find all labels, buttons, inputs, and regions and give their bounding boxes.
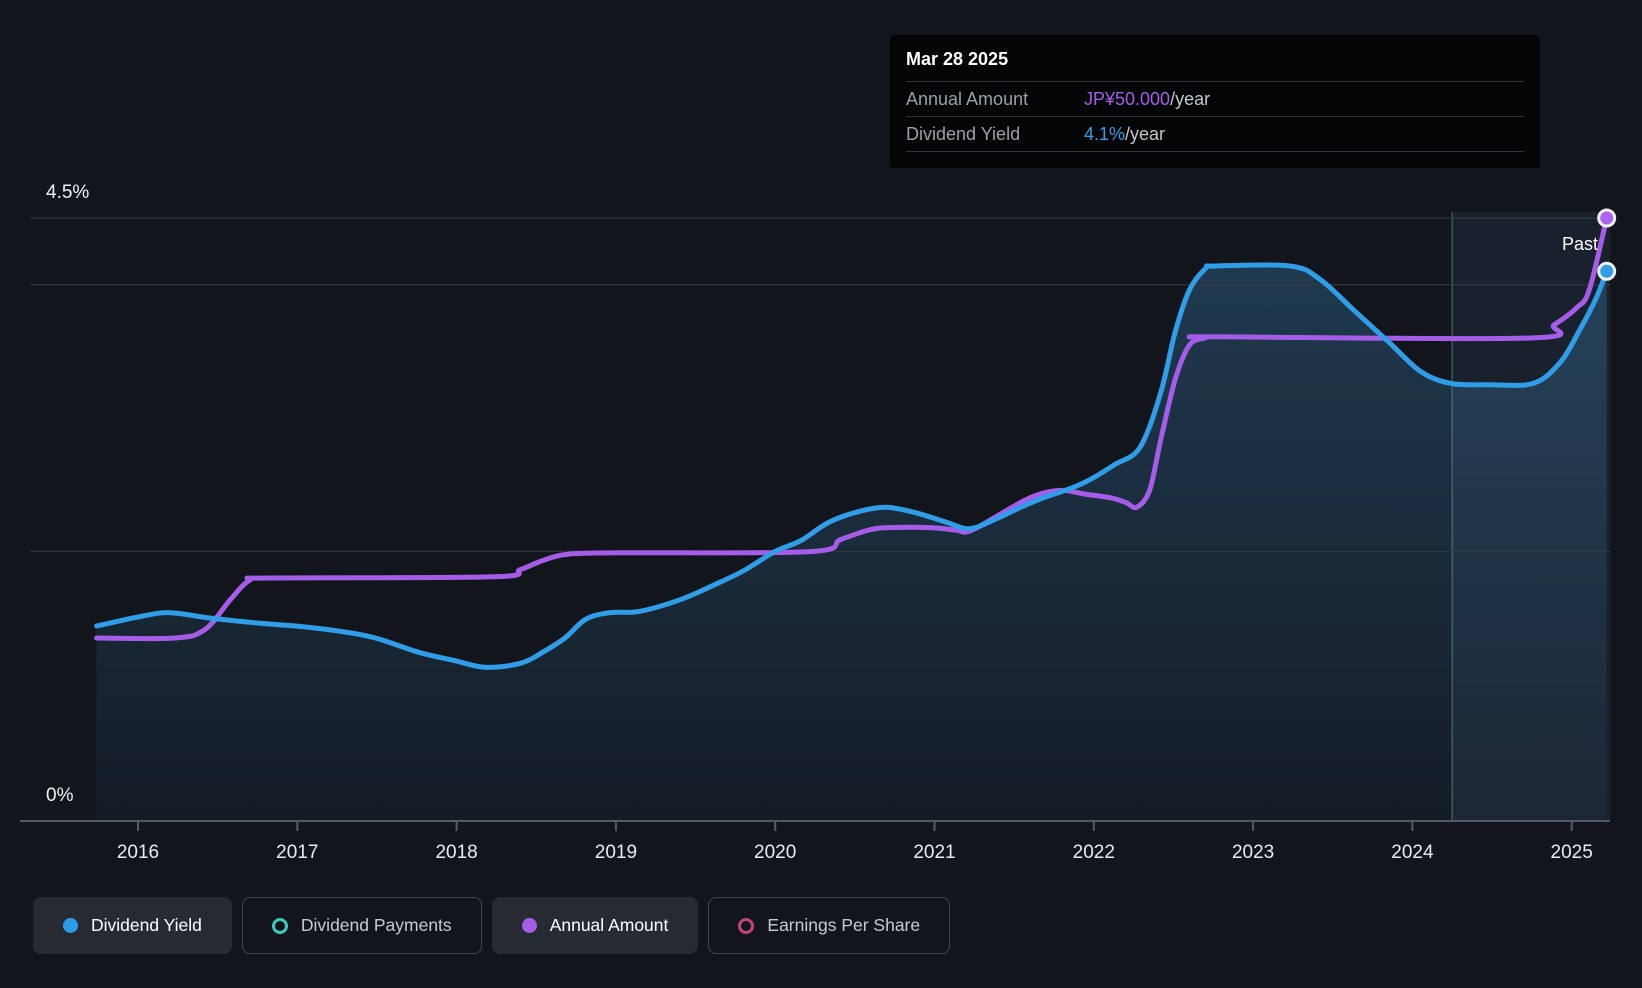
yield-area-fill xyxy=(96,264,1607,821)
chart-tooltip: Mar 28 2025 Annual Amount JP¥50.000 /yea… xyxy=(890,35,1540,168)
legend-label: Dividend Yield xyxy=(91,915,202,935)
annual-amount-dot-icon xyxy=(521,918,537,933)
x-tick-label-2023: 2023 xyxy=(1232,842,1274,863)
legend-dividend-yield[interactable]: Dividend Yield xyxy=(33,897,232,954)
dividend-yield-line xyxy=(94,262,1610,670)
legend-label: Annual Amount xyxy=(549,915,669,935)
earnings-per-share-ring-icon xyxy=(738,917,755,934)
chart-legend: Dividend Yield Dividend Payments Annual … xyxy=(33,897,951,954)
x-tick-label-2024: 2024 xyxy=(1391,842,1434,863)
tooltip-date: Mar 28 2025 xyxy=(906,49,1009,69)
dividend-yield-dot-icon xyxy=(63,918,78,933)
x-tick-label-2017: 2017 xyxy=(276,842,318,863)
tooltip-suffix: /year xyxy=(1170,88,1211,109)
x-tick-label-2022: 2022 xyxy=(1073,842,1115,863)
tooltip-row-annual-amount: Annual Amount JP¥50.000 /year xyxy=(906,81,1524,116)
tooltip-value-dividend-yield: 4.1% xyxy=(1084,123,1126,144)
hover-highlight-band xyxy=(1452,212,1610,821)
legend-label: Earnings Per Share xyxy=(767,915,921,935)
x-tick-label-2016: 2016 xyxy=(117,842,159,863)
y-label-bottom: 0% xyxy=(46,785,74,806)
legend-label: Dividend Payments xyxy=(300,915,452,935)
x-tick-label-2025: 2025 xyxy=(1551,842,1593,863)
legend-earnings-per-share[interactable]: Earnings Per Share xyxy=(708,897,951,954)
legend-annual-amount[interactable]: Annual Amount xyxy=(491,897,699,954)
tooltip-label: Annual Amount xyxy=(906,88,1029,109)
x-tick-label-2018: 2018 xyxy=(435,842,477,863)
past-label: Past xyxy=(1562,234,1598,254)
x-tick-label-2021: 2021 xyxy=(913,842,955,863)
legend-dividend-payments[interactable]: Dividend Payments xyxy=(241,897,482,954)
dividend-yield-end-dot xyxy=(1597,261,1617,281)
tooltip-suffix: /year xyxy=(1125,123,1166,144)
tooltip-row-dividend-yield: Dividend Yield 4.1% /year xyxy=(906,116,1524,151)
annual-amount-line xyxy=(94,215,1610,642)
tooltip-value-annual-amount: JP¥50.000 xyxy=(1084,88,1171,109)
tooltip-label: Dividend Yield xyxy=(906,123,1021,144)
x-tick-label-2019: 2019 xyxy=(595,842,637,863)
x-tick-label-2020: 2020 xyxy=(754,842,796,863)
y-label-top: 4.5% xyxy=(46,182,89,203)
dividend-payments-ring-icon xyxy=(271,917,288,934)
annual-amount-end-dot xyxy=(1597,208,1617,228)
tooltip-divider xyxy=(906,151,1524,152)
